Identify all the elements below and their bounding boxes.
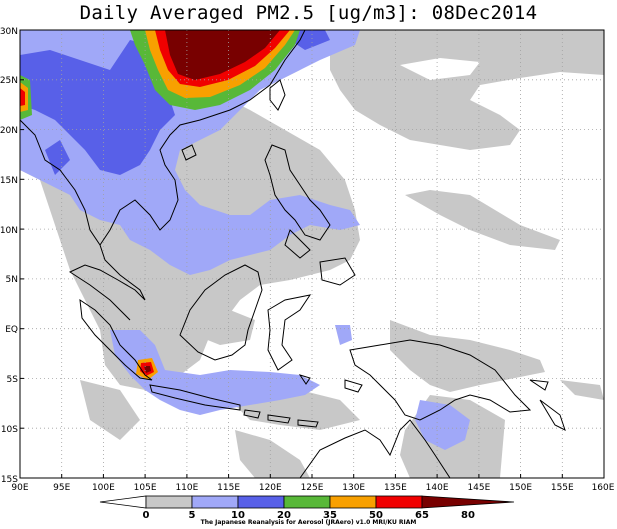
lat-label: 20N (0, 126, 18, 136)
pm25-shade-20-35 (20, 30, 330, 175)
coast-taiwan (269, 79, 286, 111)
lat-label: 5N (6, 275, 18, 285)
lon-label: 120E (259, 483, 282, 493)
colorbar-labels: 0 5 10 20 35 50 65 80 (143, 510, 475, 521)
colorbar (99, 495, 515, 509)
colorbar-label: 5 (189, 510, 196, 521)
coast-borneo (179, 264, 263, 361)
lat-label: 15S (1, 475, 18, 485)
lon-label: 110E (175, 483, 198, 493)
lon-tick-labels: 90E 95E 100E 105E 110E 115E 120E 125E 13… (11, 483, 614, 493)
lon-label: 95E (53, 483, 70, 493)
lon-label: 155E (551, 483, 574, 493)
map-plot-area (20, 30, 604, 478)
colorbar-label: 80 (461, 510, 475, 521)
colorbar-swatch (375, 495, 423, 509)
lon-label: 140E (426, 483, 449, 493)
lat-label: 15N (0, 176, 18, 186)
coastlines (20, 30, 566, 478)
coast-sumatra (79, 298, 153, 381)
credit-text: The Japanese Reanalysis for Aerosol (JRA… (200, 519, 417, 526)
lat-label: EQ (5, 325, 18, 335)
colorbar-swatch (191, 495, 239, 509)
lat-label: 5S (7, 375, 19, 385)
coast-mindanao (319, 257, 356, 286)
coast-new-guinea (349, 339, 532, 421)
coast-java (149, 384, 241, 411)
map-title: Daily Averaged PM2.5 [ug/m3]: 08Dec2014 (79, 2, 538, 24)
tick-marks (20, 79, 563, 478)
colorbar-swatch (237, 495, 285, 509)
lat-label: 10S (1, 425, 18, 435)
lat-label: 30N (0, 27, 18, 37)
colorbar-label: 65 (415, 510, 429, 521)
colorbar-swatch (329, 495, 377, 509)
colorbar-label: 35 (323, 510, 337, 521)
lon-label: 160E (592, 483, 615, 493)
colorbar-label: 50 (369, 510, 383, 521)
lat-label: 25N (0, 76, 18, 86)
pm25-shade-80-plus (144, 30, 280, 373)
lon-label: 100E (92, 483, 115, 493)
lon-label: 125E (301, 483, 324, 493)
coast-hainan (181, 144, 197, 161)
coast-australia (299, 419, 451, 478)
colorbar-swatch (421, 495, 515, 509)
coast-philippines (264, 144, 331, 259)
coast-asia-mainland (20, 30, 306, 321)
colorbar-swatch (99, 495, 147, 509)
lon-label: 135E (384, 483, 407, 493)
colorbar-label: 0 (143, 510, 150, 521)
lat-tick-labels: 30N 25N 20N 15N 10N 5N EQ 5S 10S 15S (0, 27, 18, 485)
gridlines (20, 30, 604, 478)
lon-label: 130E (342, 483, 365, 493)
colorbar-label: 20 (277, 510, 291, 521)
lon-label: 90E (11, 483, 28, 493)
lon-label: 105E (134, 483, 157, 493)
lat-label: 10N (0, 226, 18, 236)
coast-islands (243, 374, 566, 431)
colorbar-swatch (283, 495, 331, 509)
lon-label: 115E (217, 483, 240, 493)
colorbar-label: 10 (231, 510, 245, 521)
lon-label: 150E (509, 483, 532, 493)
coast-sulawesi (267, 294, 312, 371)
lon-label: 145E (467, 483, 490, 493)
colorbar-swatch (145, 495, 193, 509)
